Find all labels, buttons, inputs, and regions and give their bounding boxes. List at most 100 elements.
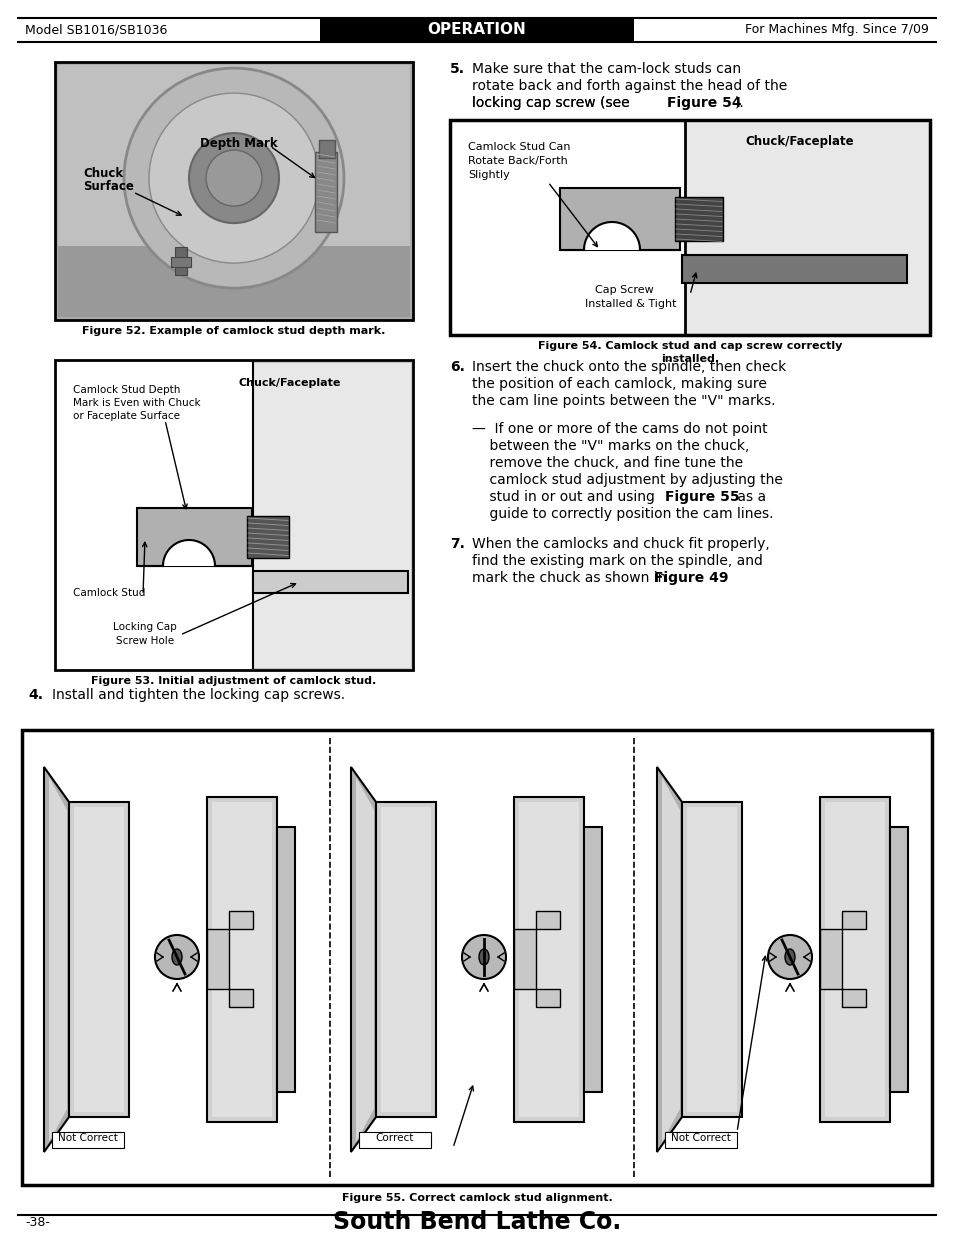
Text: guide to correctly position the cam lines.: guide to correctly position the cam line…	[472, 508, 773, 521]
Text: Camlock Stud: Camlock Stud	[73, 588, 145, 598]
Text: 5.: 5.	[450, 62, 464, 77]
Bar	[536, 911, 559, 929]
Text: South Bend Lathe Co.: South Bend Lathe Co.	[333, 1210, 620, 1234]
Bar	[681, 254, 906, 283]
Text: When the camlocks and chuck fit properly,: When the camlocks and chuck fit properly…	[472, 537, 769, 551]
Bar	[207, 797, 276, 1123]
Text: Installed & Tight: Installed & Tight	[584, 299, 676, 309]
Text: 6.: 6.	[450, 359, 464, 374]
Text: Locking Cap: Locking Cap	[113, 622, 176, 632]
Text: locking cap screw (see: locking cap screw (see	[472, 96, 634, 110]
Polygon shape	[49, 777, 67, 1142]
Bar	[174, 247, 187, 275]
Text: Figure 55. Correct camlock stud alignment.: Figure 55. Correct camlock stud alignmen…	[341, 1193, 612, 1203]
Text: 7.: 7.	[450, 537, 464, 551]
Circle shape	[154, 935, 199, 979]
Circle shape	[767, 935, 811, 979]
Bar	[74, 806, 124, 1112]
Text: camlock stud adjustment by adjusting the: camlock stud adjustment by adjusting the	[472, 473, 782, 487]
Bar	[841, 911, 865, 929]
Text: Screw Hole: Screw Hole	[116, 636, 173, 646]
Text: the position of each camlock, making sure: the position of each camlock, making sur…	[472, 377, 766, 391]
Text: Figure 53. Initial adjustment of camlock stud.: Figure 53. Initial adjustment of camlock…	[91, 676, 376, 685]
Text: Rotate Back/Forth: Rotate Back/Forth	[468, 156, 567, 165]
Text: Make sure that the cam-lock studs can: Make sure that the cam-lock studs can	[472, 62, 740, 77]
Bar	[253, 362, 411, 668]
Text: Figure 49: Figure 49	[654, 571, 728, 585]
Text: Figure 54: Figure 54	[666, 96, 740, 110]
Text: remove the chuck, and fine tune the: remove the chuck, and fine tune the	[472, 456, 742, 471]
Bar	[229, 989, 253, 1007]
Polygon shape	[44, 767, 69, 1152]
Text: Not Correct: Not Correct	[670, 1132, 730, 1144]
Text: locking cap screw (see: locking cap screw (see	[472, 96, 634, 110]
Text: Mark is Even with Chuck: Mark is Even with Chuck	[73, 398, 200, 408]
Bar	[824, 802, 884, 1116]
Text: Figure 52. Example of camlock stud depth mark.: Figure 52. Example of camlock stud depth…	[82, 326, 385, 336]
Bar	[55, 359, 413, 671]
Bar	[58, 65, 410, 317]
Bar	[820, 929, 841, 989]
Text: 4.: 4.	[28, 688, 43, 701]
Bar	[664, 1132, 737, 1149]
Ellipse shape	[784, 948, 794, 965]
Text: Not Correct: Not Correct	[58, 1132, 118, 1144]
Bar	[319, 19, 634, 42]
Bar	[212, 802, 272, 1116]
Text: Slightly: Slightly	[468, 170, 509, 180]
Bar	[514, 929, 536, 989]
Polygon shape	[355, 777, 374, 1142]
Text: installed.: installed.	[660, 354, 719, 364]
Text: ).: ).	[734, 96, 744, 110]
Text: mark the chuck as shown in: mark the chuck as shown in	[472, 571, 670, 585]
Bar	[276, 827, 294, 1092]
Bar	[536, 989, 559, 1007]
Circle shape	[461, 935, 505, 979]
Text: Figure 55: Figure 55	[664, 490, 739, 504]
Text: For Machines Mfg. Since 7/09: For Machines Mfg. Since 7/09	[744, 23, 928, 37]
Bar	[889, 827, 907, 1092]
Bar	[137, 508, 252, 566]
Polygon shape	[163, 540, 214, 566]
Text: Install and tighten the locking cap screws.: Install and tighten the locking cap scre…	[52, 688, 345, 701]
Bar	[318, 140, 335, 158]
Text: Depth Mark: Depth Mark	[200, 137, 277, 149]
Text: Model SB1016/SB1036: Model SB1016/SB1036	[25, 23, 167, 37]
Bar	[841, 989, 865, 1007]
Bar	[314, 152, 336, 232]
Text: stud in or out and using: stud in or out and using	[472, 490, 659, 504]
Text: —  If one or more of the cams do not point: — If one or more of the cams do not poin…	[472, 422, 767, 436]
Bar	[518, 802, 578, 1116]
Text: the cam line points between the "V" marks.: the cam line points between the "V" mark…	[472, 394, 775, 408]
Bar	[514, 797, 583, 1123]
Bar	[171, 257, 191, 267]
Bar	[58, 65, 410, 246]
Bar	[52, 1132, 124, 1149]
Bar	[380, 806, 431, 1112]
Bar	[450, 120, 929, 335]
Bar	[247, 516, 289, 558]
Circle shape	[149, 93, 318, 263]
Text: Cap Screw: Cap Screw	[595, 285, 653, 295]
Bar	[675, 198, 722, 241]
Circle shape	[206, 151, 262, 206]
Polygon shape	[657, 767, 681, 1152]
Ellipse shape	[172, 948, 182, 965]
Bar	[253, 362, 411, 668]
Bar	[684, 122, 927, 333]
Text: Camlock Stud Depth: Camlock Stud Depth	[73, 385, 180, 395]
Bar	[684, 122, 927, 333]
Circle shape	[124, 68, 344, 288]
Text: Chuck/Faceplate: Chuck/Faceplate	[745, 135, 854, 148]
Text: Surface: Surface	[83, 180, 133, 193]
Bar	[253, 571, 408, 593]
Bar	[686, 806, 737, 1112]
Bar	[820, 797, 889, 1123]
Bar	[69, 802, 129, 1116]
Text: Figure 54. Camlock stud and cap screw correctly: Figure 54. Camlock stud and cap screw co…	[537, 341, 841, 351]
Bar	[207, 929, 229, 989]
Bar	[229, 911, 253, 929]
Text: Camlock Stud Can: Camlock Stud Can	[468, 142, 570, 152]
Ellipse shape	[478, 948, 489, 965]
Text: Chuck/Faceplate: Chuck/Faceplate	[238, 378, 341, 388]
